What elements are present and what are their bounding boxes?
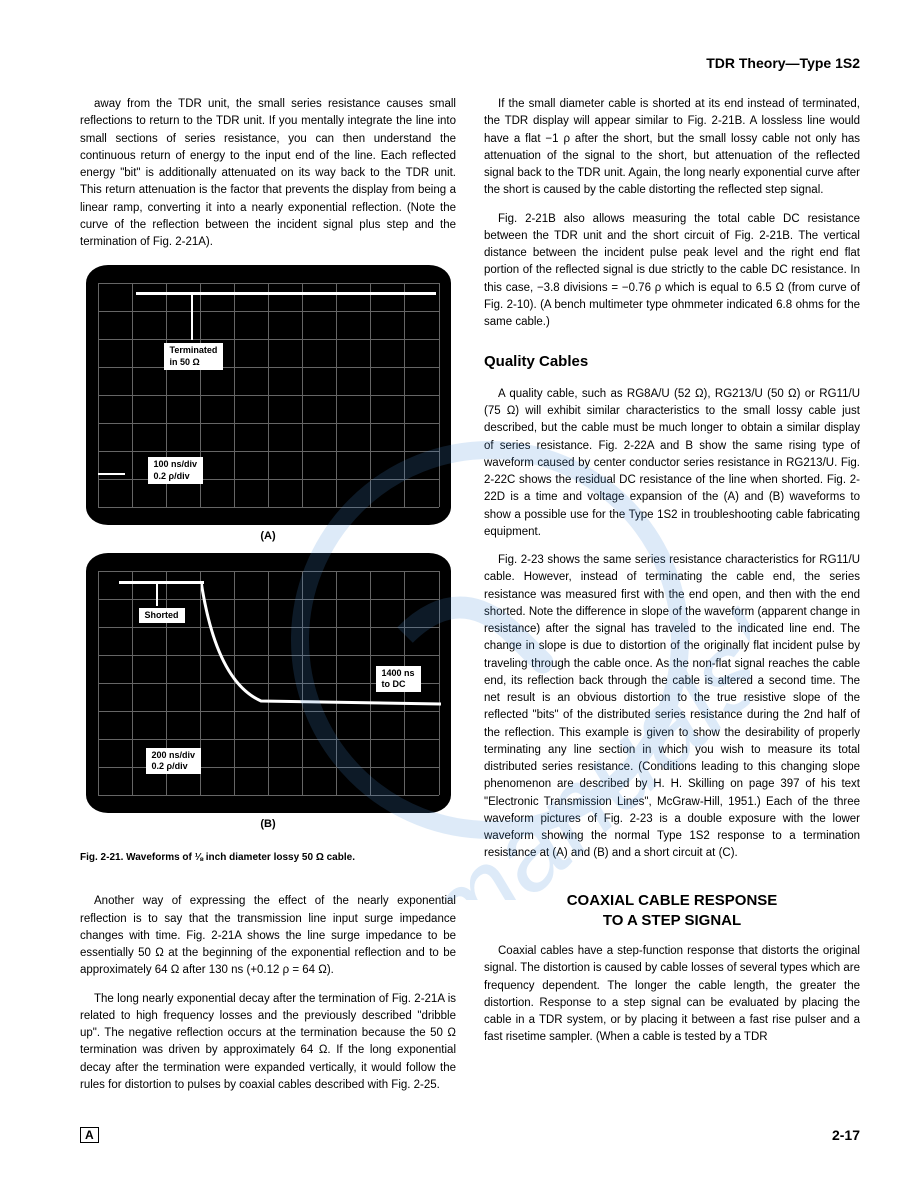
figure-caption: Fig. 2-21. Waveforms of ⅛ inch diameter … (80, 850, 456, 865)
heading-coaxial: COAXIAL CABLE RESPONSE TO A STEP SIGNAL (484, 891, 860, 932)
paragraph: Fig. 2-21B also allows measuring the tot… (484, 211, 860, 332)
scope-label-shorted: Shorted (139, 608, 185, 623)
scope-label-terminated: Terminated in 50 Ω (164, 343, 224, 370)
scope-label-time: 1400 ns to DC (376, 666, 421, 693)
scope-label-settings-b: 200 ns/div 0.2 ρ/div (146, 748, 202, 775)
right-column: If the small diameter cable is shorted a… (484, 96, 860, 1105)
sublabel-b: (B) (80, 816, 456, 833)
page-footer: A 2-17 (80, 1127, 860, 1143)
paragraph: A quality cable, such as RG8A/U (52 Ω), … (484, 386, 860, 541)
paragraph: Coaxial cables have a step-function resp… (484, 943, 860, 1047)
page-number: 2-17 (832, 1127, 860, 1143)
scope-label-settings-a: 100 ns/div 0.2 ρ/div (148, 457, 204, 484)
page-header: TDR Theory—Type 1S2 (80, 55, 860, 71)
paragraph: If the small diameter cable is shorted a… (484, 96, 860, 200)
paragraph: away from the TDR unit, the small series… (80, 96, 456, 251)
sublabel-a: (A) (80, 528, 456, 545)
scope-a: Terminated in 50 Ω 100 ns/div 0.2 ρ/div (86, 265, 451, 525)
content-columns: away from the TDR unit, the small series… (80, 96, 860, 1105)
scope-b: Shorted 1400 ns to DC 200 ns/div 0.2 ρ/d… (86, 553, 451, 813)
heading-quality-cables: Quality Cables (484, 351, 860, 374)
left-column: away from the TDR unit, the small series… (80, 96, 456, 1105)
footer-left: A (80, 1127, 99, 1143)
figure-2-21: Terminated in 50 Ω 100 ns/div 0.2 ρ/div … (80, 265, 456, 865)
paragraph: Fig. 2-23 shows the same series resistan… (484, 552, 860, 863)
paragraph: The long nearly exponential decay after … (80, 991, 456, 1095)
paragraph: Another way of expressing the effect of … (80, 893, 456, 979)
